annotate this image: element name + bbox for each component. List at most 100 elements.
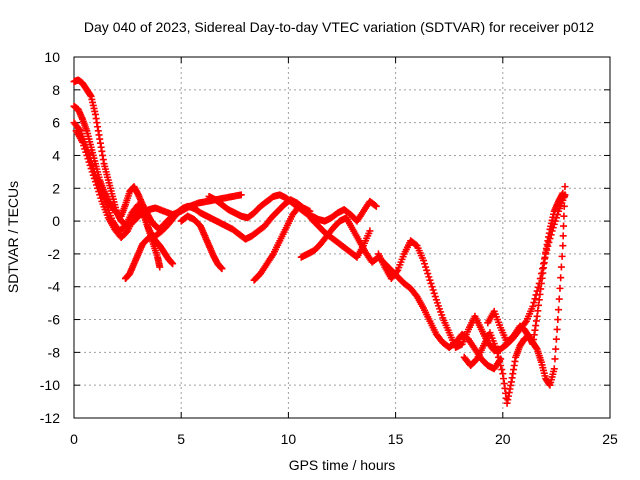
data-point bbox=[423, 266, 431, 274]
data-point bbox=[429, 286, 437, 294]
data-point bbox=[371, 202, 379, 210]
series-track-4 bbox=[72, 127, 164, 271]
data-point bbox=[492, 345, 500, 353]
data-point bbox=[91, 178, 99, 186]
y-tick-label: -10 bbox=[40, 377, 60, 393]
data-point bbox=[372, 202, 380, 210]
data-point bbox=[90, 174, 98, 182]
data-point bbox=[80, 142, 88, 150]
y-tick-label: -4 bbox=[48, 279, 61, 295]
data-point bbox=[237, 191, 245, 199]
data-point bbox=[555, 306, 563, 314]
data-point bbox=[89, 171, 97, 179]
x-axis-label: GPS time / hours bbox=[289, 457, 396, 473]
data-point bbox=[551, 217, 559, 225]
data-point bbox=[521, 319, 529, 327]
data-point bbox=[560, 212, 568, 220]
data-point bbox=[559, 232, 567, 240]
data-point bbox=[498, 366, 506, 374]
data-point bbox=[531, 295, 539, 303]
y-tick-label: 10 bbox=[44, 49, 60, 65]
data-point bbox=[550, 365, 558, 373]
data-point bbox=[88, 168, 96, 176]
x-tick-label: 5 bbox=[177, 431, 185, 447]
data-point bbox=[425, 273, 433, 281]
data-point bbox=[427, 279, 435, 287]
data-point bbox=[557, 274, 565, 282]
y-axis: -12 -10 -8 -6 -4 -2 0 2 4 6 8 10 bbox=[40, 49, 610, 426]
data-point bbox=[430, 289, 438, 297]
data-point bbox=[556, 284, 564, 292]
y-tick-label: -8 bbox=[48, 344, 61, 360]
data-point bbox=[424, 270, 432, 278]
data-point bbox=[552, 345, 560, 353]
data-point bbox=[557, 263, 565, 271]
x-tick-label: 10 bbox=[281, 431, 297, 447]
data-point bbox=[79, 138, 87, 146]
data-point bbox=[559, 242, 567, 250]
y-tick-label: 8 bbox=[52, 82, 60, 98]
data-point bbox=[497, 361, 505, 369]
data-point bbox=[495, 353, 503, 361]
data-point bbox=[559, 189, 567, 197]
series-track-6 bbox=[177, 212, 226, 273]
x-tick-label: 20 bbox=[495, 431, 511, 447]
y-axis-label: SDTVAR / TECUs bbox=[5, 181, 21, 293]
data-point bbox=[85, 158, 93, 166]
y-tick-label: -6 bbox=[48, 312, 61, 328]
data-point bbox=[426, 276, 434, 284]
series-track-1 bbox=[70, 76, 245, 230]
data-point bbox=[560, 222, 568, 230]
data-point bbox=[218, 265, 226, 273]
y-tick-label: 2 bbox=[52, 180, 60, 196]
data-point bbox=[82, 148, 90, 156]
data-point bbox=[552, 335, 560, 343]
data-point bbox=[86, 161, 94, 169]
data-point bbox=[558, 252, 566, 260]
data-point bbox=[421, 260, 429, 268]
data-point bbox=[97, 194, 105, 202]
data-point bbox=[555, 295, 563, 303]
x-tick-label: 15 bbox=[388, 431, 404, 447]
data-point bbox=[393, 268, 401, 276]
data-point bbox=[419, 256, 427, 264]
chart-title: Day 040 of 2023, Sidereal Day-to-day VTE… bbox=[84, 19, 594, 35]
y-tick-label: -2 bbox=[48, 246, 61, 262]
x-tick-label: 25 bbox=[602, 431, 618, 447]
data-point bbox=[530, 299, 538, 307]
y-tick-label: 0 bbox=[52, 213, 60, 229]
data-point bbox=[169, 260, 177, 268]
series-track-3 bbox=[70, 119, 177, 268]
data-point bbox=[422, 263, 430, 271]
data-point bbox=[561, 183, 569, 191]
data-point bbox=[529, 302, 537, 310]
grid bbox=[74, 57, 610, 418]
series-track-9 bbox=[297, 214, 505, 373]
y-tick-label: -12 bbox=[40, 410, 60, 426]
data-point bbox=[551, 355, 559, 363]
data-point bbox=[96, 191, 104, 199]
x-axis: 0 5 10 15 20 25 bbox=[70, 57, 618, 447]
data-point bbox=[94, 184, 102, 192]
data-point bbox=[95, 188, 103, 196]
data-point bbox=[493, 349, 501, 357]
plot-frame bbox=[73, 56, 611, 419]
data-point bbox=[560, 202, 568, 210]
data-point bbox=[554, 316, 562, 324]
data-point bbox=[81, 145, 89, 153]
x-tick-label: 0 bbox=[70, 431, 78, 447]
y-tick-label: 6 bbox=[52, 115, 60, 131]
data-marks bbox=[70, 76, 569, 407]
y-tick-label: 4 bbox=[52, 147, 60, 163]
data-point bbox=[431, 293, 439, 301]
data-point bbox=[366, 227, 374, 235]
data-point bbox=[428, 283, 436, 291]
data-point bbox=[83, 151, 91, 159]
data-point bbox=[156, 263, 164, 271]
data-point bbox=[84, 155, 92, 163]
data-point bbox=[496, 357, 504, 365]
data-point bbox=[87, 165, 95, 173]
data-point bbox=[93, 181, 101, 189]
data-point bbox=[553, 325, 561, 333]
